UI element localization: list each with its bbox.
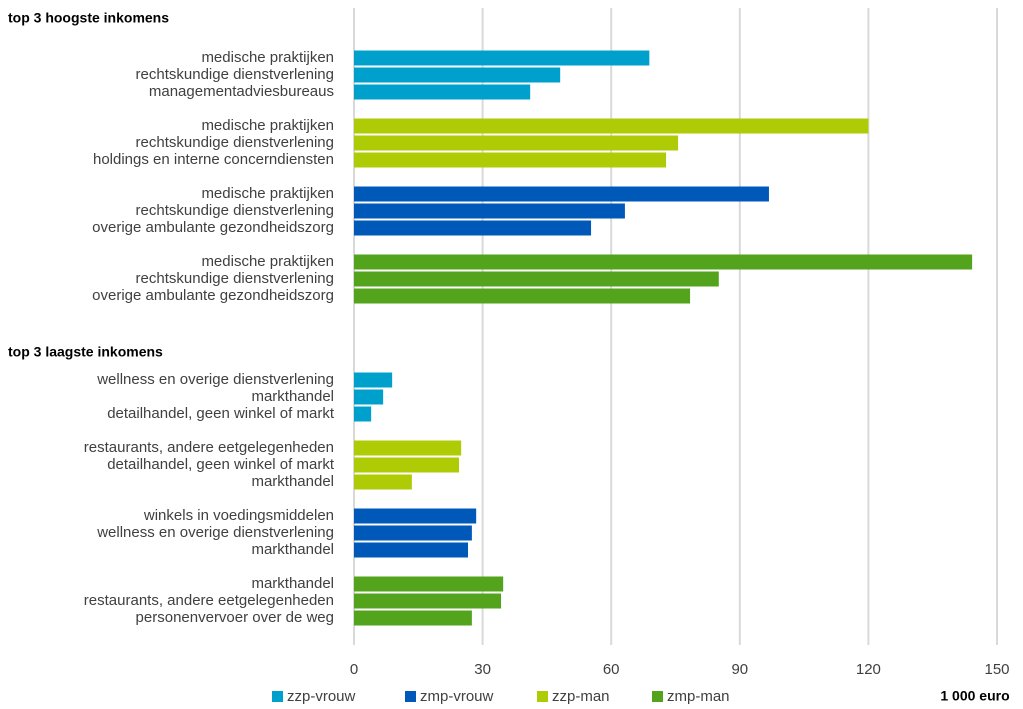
legend-label: zmp-vrouw: [420, 688, 494, 705]
x-tick-label: 0: [350, 661, 358, 678]
y-tick-label: detailhandel, geen winkel of markt: [107, 456, 335, 473]
y-tick-label: detailhandel, geen winkel of markt: [107, 405, 335, 422]
bar: [354, 67, 561, 83]
y-tick-label: medische praktijken: [201, 49, 334, 66]
bar: [354, 84, 531, 100]
bar: [354, 610, 472, 626]
bar: [354, 457, 460, 473]
y-tick-label: holdings en interne concerndiensten: [93, 151, 334, 168]
y-tick-label: medische praktijken: [201, 117, 334, 134]
y-tick-label: markthandel: [251, 473, 334, 490]
legend-swatch: [272, 691, 283, 702]
y-tick-label: medische praktijken: [201, 185, 334, 202]
y-tick-label: markthandel: [251, 388, 334, 405]
x-tick-label: 30: [474, 661, 491, 678]
y-tick-label: overige ambulante gezondheidszorg: [92, 219, 334, 236]
y-tick-label: rechtskundige dienstverlening: [136, 66, 334, 83]
y-tick-label: rechtskundige dienstverlening: [136, 270, 334, 287]
bar: [354, 135, 679, 151]
x-tick-label: 120: [856, 661, 881, 678]
bar: [354, 118, 869, 134]
bar: [354, 50, 650, 66]
bar: [354, 542, 469, 558]
y-tick-label: markthandel: [251, 541, 334, 558]
x-tick-label: 60: [603, 661, 620, 678]
y-tick-label: rechtskundige dienstverlening: [136, 202, 334, 219]
y-tick-label: wellness en overige dienstverlening: [96, 371, 334, 388]
y-tick-label: wellness en overige dienstverlening: [96, 524, 334, 541]
bar: [354, 576, 504, 592]
legend-swatch: [652, 691, 663, 702]
section-title: top 3 laagste inkomens: [8, 344, 163, 360]
bar: [354, 508, 477, 524]
y-tick-label: winkels in voedingsmiddelen: [143, 507, 334, 524]
bar: [354, 474, 412, 490]
bar: [354, 152, 667, 168]
bar: [354, 186, 769, 202]
bar: [354, 288, 691, 304]
y-tick-label: managementadviesbureaus: [149, 83, 334, 100]
bar: [354, 525, 472, 541]
legend-swatch: [405, 691, 416, 702]
legend-label: zzp-man: [552, 688, 610, 705]
y-tick-label: overige ambulante gezondheidszorg: [92, 287, 334, 304]
bar: [354, 406, 372, 422]
section-title: top 3 hoogste inkomens: [8, 10, 169, 26]
x-tick-label: 90: [731, 661, 748, 678]
bar: [354, 254, 973, 270]
y-tick-label: restaurants, andere eetgelegenheden: [84, 439, 334, 456]
legend-swatch: [537, 691, 548, 702]
y-tick-label: restaurants, andere eetgelegenheden: [84, 592, 334, 609]
bar: [354, 220, 592, 236]
bar: [354, 440, 462, 456]
bar: [354, 203, 625, 219]
y-tick-label: personenvervoer over de weg: [136, 609, 334, 626]
y-tick-label: markthandel: [251, 575, 334, 592]
y-tick-label: medische praktijken: [201, 253, 334, 270]
x-tick-label: 150: [984, 661, 1009, 678]
y-tick-label: rechtskundige dienstverlening: [136, 134, 334, 151]
x-axis-label: 1 000 euro: [940, 688, 1009, 704]
bar: [354, 271, 719, 287]
legend-label: zzp-vrouw: [287, 688, 356, 705]
legend-label: zmp-man: [667, 688, 730, 705]
bar: [354, 372, 393, 388]
bar: [354, 389, 384, 405]
bar: [354, 593, 502, 609]
